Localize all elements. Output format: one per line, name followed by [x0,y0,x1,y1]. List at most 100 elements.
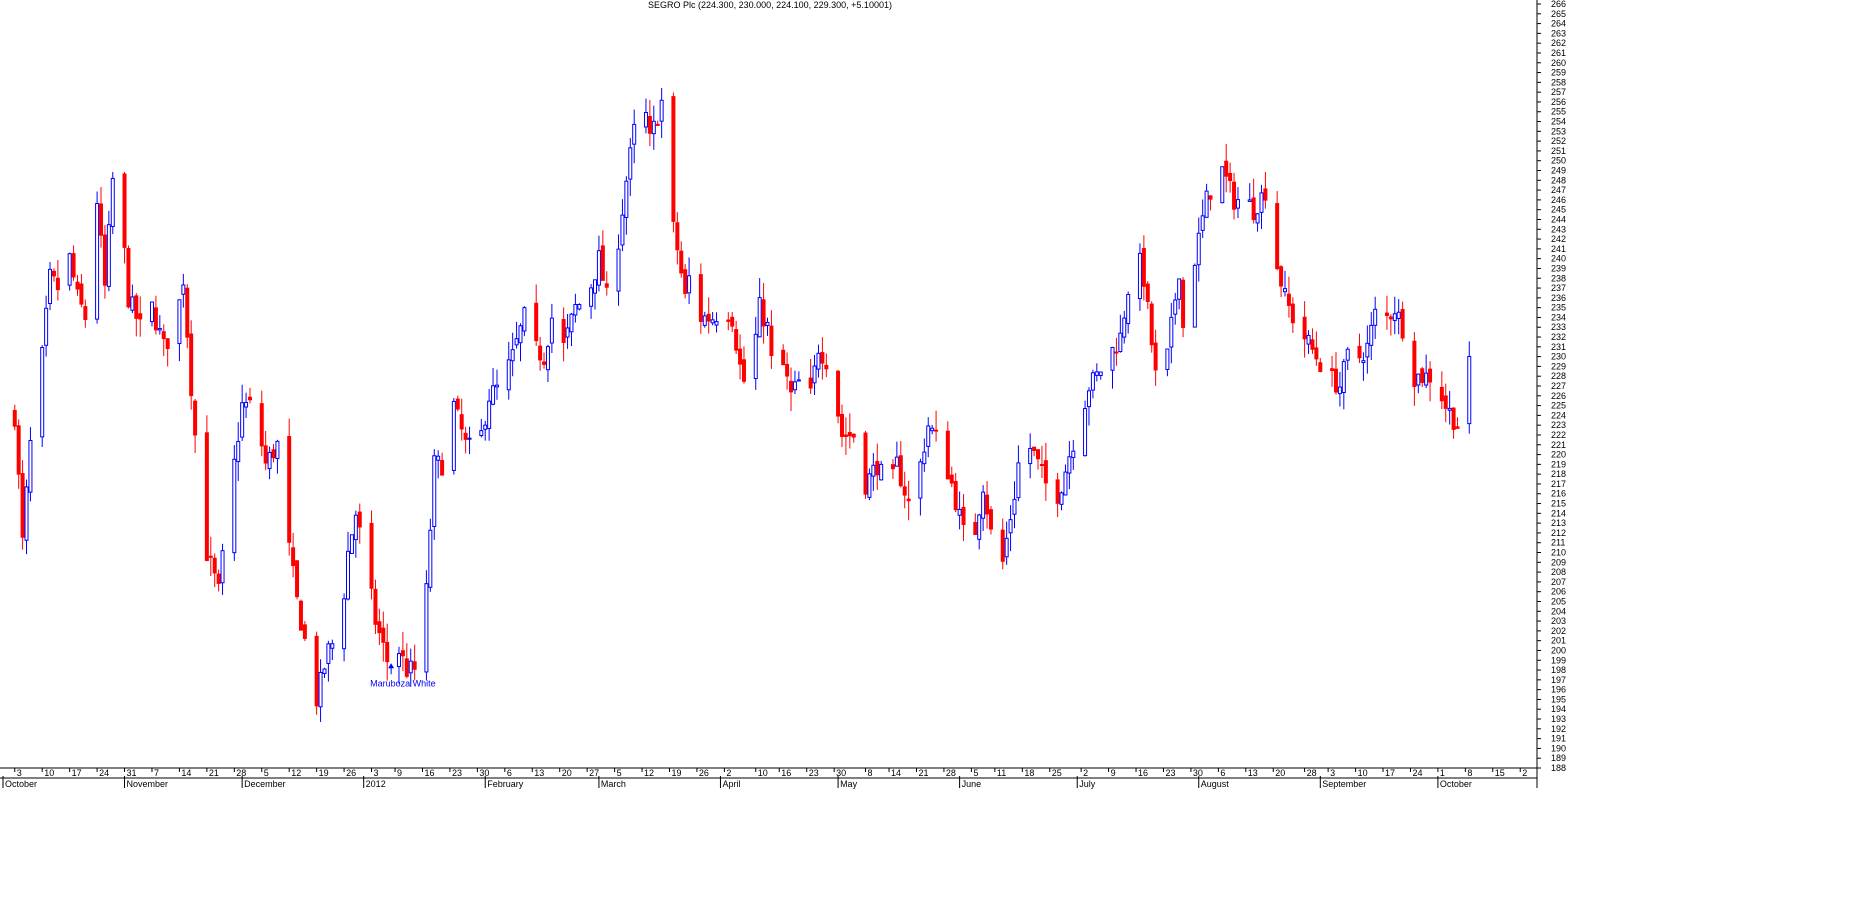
candle-down [1357,333,1362,363]
candle-down [1290,297,1295,333]
candle-body [1259,192,1264,213]
candle-body [1063,471,1068,496]
y-tick-label: 263 [1551,28,1566,38]
y-tick-label: 217 [1551,479,1566,489]
candle-body [1392,313,1397,321]
y-tick-label: 195 [1551,694,1566,704]
candle-body [816,352,821,370]
candle-body [314,635,319,707]
candle-up [1337,371,1342,407]
candle-down [902,471,907,509]
candle-body [1416,373,1421,386]
candle-body [1098,371,1103,376]
candle-up [816,344,821,378]
candle-body [518,325,523,344]
month-label: October [5,779,37,789]
candle-body [1420,368,1425,383]
candle-up [220,543,225,595]
candle-up [871,453,876,491]
candle-down [890,459,895,479]
candle-body [479,430,484,436]
candle-up [244,392,249,418]
candle-up [1059,491,1064,511]
candle-up [110,171,115,235]
y-tick-label: 253 [1551,126,1566,136]
y-tick-label: 250 [1551,156,1566,166]
candle-body [522,307,527,332]
y-tick-label: 190 [1551,743,1566,753]
candle-up [1028,433,1033,479]
candle-body [55,277,60,291]
candle-up [1259,184,1264,230]
candle-up [1467,341,1472,434]
candle-down [295,560,300,600]
candle-body [765,321,770,326]
candle-up [522,306,527,337]
candle-down [369,510,374,600]
candle-up [1247,183,1252,202]
candle-down [298,599,303,631]
candle-body [220,550,225,584]
candle-body [851,433,856,438]
candle-body [930,427,935,432]
candle-down [839,404,844,448]
candle-body [820,352,825,364]
candle-up [1126,291,1131,334]
candle-body [408,660,413,674]
y-tick-label: 210 [1551,548,1566,558]
x-tick-label: 10 [44,768,54,778]
candle-body [1094,371,1099,376]
candle-down [538,336,543,371]
candle-down [906,480,911,521]
candle-down [961,494,966,541]
candle-body [1181,279,1186,328]
month-label: May [840,779,858,789]
candle-body [102,234,107,286]
candle-down [973,513,978,536]
candle-body [40,347,45,438]
candle-up [487,389,492,441]
chart-title: SEGRO Plc (224.300, 230.000, 224.100, 22… [648,0,892,10]
candle-body [1396,311,1401,319]
candle-down [898,441,903,488]
y-tick-label: 233 [1551,322,1566,332]
y-tick-label: 251 [1551,146,1566,156]
candle-body [988,509,993,530]
candle-up [596,235,601,292]
x-tick-label: 1 [1440,768,1445,778]
y-tick-label: 264 [1551,19,1566,29]
candle-body [436,455,441,461]
candle-up [149,301,154,327]
candle-body [573,303,578,316]
candle-down [55,259,60,301]
candle-body [330,643,335,649]
candle-down [83,299,88,328]
y-tick-label: 240 [1551,254,1566,264]
candle-body [1318,362,1323,372]
candle-down [287,418,292,556]
candle-body [1247,199,1252,202]
y-tick-label: 194 [1551,704,1566,714]
x-tick-label: 8 [868,768,873,778]
candle-body [381,627,386,643]
candle-up [510,332,515,377]
candle-up [177,299,182,362]
candle-down [377,608,382,646]
candle-up [957,491,962,530]
y-tick-label: 241 [1551,244,1566,254]
candle-up [1235,187,1240,218]
candle-down [761,283,766,344]
x-tick-label: 19 [671,768,681,778]
candle-up [1137,243,1142,311]
candle-body [561,318,566,344]
candle-body [346,550,351,600]
candle-up [1012,481,1017,529]
candle-up [796,371,801,382]
candle-body [1365,342,1370,358]
candle-up [565,313,570,349]
candle-body [28,440,33,493]
candle-body [1330,368,1335,371]
candle-down [208,536,213,577]
x-tick-label: 23 [809,768,819,778]
y-tick-label: 213 [1551,518,1566,528]
